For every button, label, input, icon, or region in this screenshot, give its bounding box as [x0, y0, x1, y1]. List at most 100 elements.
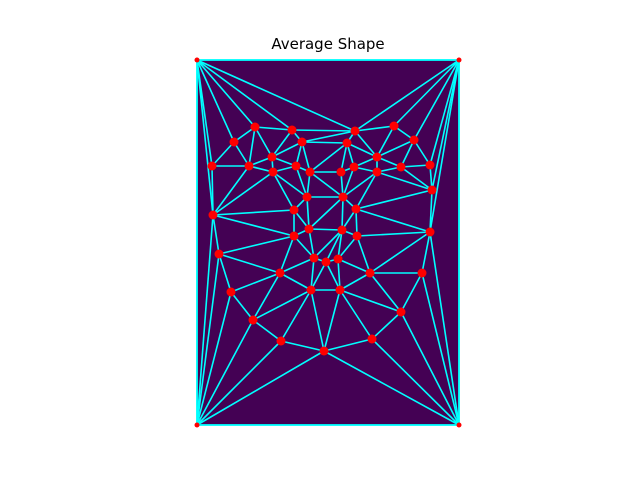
landmark	[226, 287, 236, 297]
edge	[400, 164, 431, 168]
edge	[337, 229, 343, 260]
landmark	[248, 315, 258, 325]
edge	[279, 235, 295, 274]
edge	[354, 130, 378, 158]
edge	[196, 214, 214, 426]
edge	[310, 257, 315, 291]
title: Average Shape	[271, 35, 384, 53]
landmark	[319, 346, 329, 356]
edge	[212, 171, 274, 216]
landmark	[333, 254, 343, 264]
landmark	[456, 422, 462, 428]
edge	[346, 142, 378, 158]
landmark	[425, 227, 435, 237]
edge	[429, 59, 460, 166]
edge	[429, 231, 460, 426]
edge	[230, 272, 281, 293]
landmark	[275, 268, 285, 278]
edge	[325, 229, 343, 263]
edge	[301, 130, 356, 143]
landmark-points	[194, 57, 462, 428]
edge	[218, 253, 232, 293]
edge	[413, 59, 460, 141]
landmark	[214, 249, 224, 259]
edge	[254, 126, 293, 131]
edge	[196, 350, 325, 426]
edge	[400, 139, 415, 168]
landmark	[372, 152, 382, 162]
edge	[356, 231, 431, 237]
landmark	[289, 205, 299, 215]
landmark	[396, 162, 406, 172]
edge	[429, 189, 433, 233]
edge	[340, 142, 348, 173]
edge	[309, 171, 344, 198]
edge	[413, 139, 431, 166]
landmark	[304, 224, 314, 234]
edge	[400, 311, 460, 426]
edge	[252, 319, 282, 342]
edge	[323, 289, 341, 352]
edge	[354, 59, 460, 132]
edge	[337, 235, 358, 260]
edge	[196, 319, 254, 426]
edge	[252, 289, 312, 321]
edge	[341, 196, 344, 231]
edge	[279, 272, 312, 291]
edge	[376, 171, 433, 191]
edge	[295, 165, 308, 198]
edge	[400, 272, 423, 313]
landmark	[305, 167, 315, 177]
edge	[313, 229, 343, 259]
landmark	[365, 268, 375, 278]
edge	[421, 272, 460, 426]
landmark	[207, 161, 217, 171]
edge	[369, 272, 402, 313]
edge	[371, 338, 460, 426]
landmark	[338, 192, 348, 202]
landmark	[267, 152, 277, 162]
edge	[196, 253, 220, 426]
landmark	[194, 57, 200, 63]
edge	[233, 141, 250, 167]
landmark	[336, 167, 346, 177]
landmark	[309, 253, 319, 263]
edge	[355, 208, 358, 237]
landmark	[306, 285, 316, 295]
landmark	[351, 204, 361, 214]
landmark	[321, 257, 331, 267]
edge	[325, 261, 341, 291]
edge	[196, 59, 293, 131]
landmark	[367, 334, 377, 344]
edge	[301, 141, 311, 173]
landmark	[456, 57, 462, 63]
edge	[196, 59, 214, 216]
edge	[337, 258, 341, 291]
landmark	[302, 192, 312, 202]
edge	[280, 289, 312, 342]
landmark	[208, 210, 218, 220]
landmark	[417, 268, 427, 278]
edge	[254, 126, 273, 158]
edge	[355, 208, 431, 233]
edge	[212, 165, 250, 216]
edge	[308, 228, 343, 231]
edge	[393, 59, 460, 127]
edge	[323, 350, 460, 426]
landmark	[291, 161, 301, 171]
edge	[301, 141, 348, 144]
landmark	[425, 160, 435, 170]
edge	[310, 289, 325, 352]
edge	[212, 209, 295, 216]
landmark	[396, 307, 406, 317]
edge	[342, 166, 355, 198]
landmark	[287, 125, 297, 135]
landmark	[244, 161, 254, 171]
edge	[308, 196, 344, 230]
edge	[308, 228, 315, 259]
edge	[431, 59, 460, 191]
edge	[323, 338, 373, 352]
edge	[400, 166, 433, 191]
edge	[339, 289, 402, 313]
